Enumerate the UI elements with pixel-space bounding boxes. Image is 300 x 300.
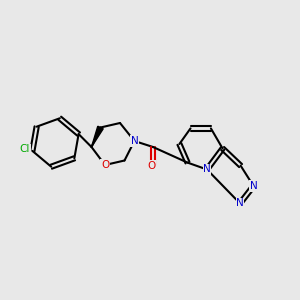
Text: O: O xyxy=(147,161,156,171)
Text: Cl: Cl xyxy=(20,144,30,154)
Text: N: N xyxy=(236,198,244,208)
Polygon shape xyxy=(92,126,103,147)
Text: N: N xyxy=(250,181,257,191)
Text: O: O xyxy=(101,160,109,170)
Text: N: N xyxy=(130,136,138,146)
Text: N: N xyxy=(203,164,211,175)
